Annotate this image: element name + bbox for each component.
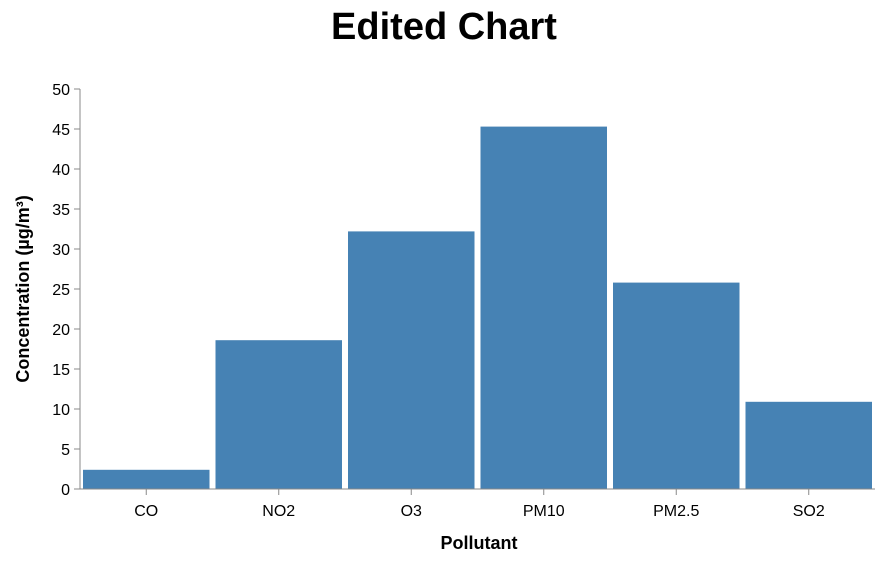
y-axis: 0 5 10 15 20 25 30 35 40 45 50 [52,82,81,499]
bar-so2 [745,401,872,489]
bars-group [83,126,872,489]
x-tick-label: CO [134,503,158,520]
y-tick-label: 5 [61,442,70,459]
x-tick-label: SO2 [793,503,825,520]
x-tick-label: PM10 [523,503,565,520]
y-tick-label: 15 [52,362,70,379]
y-tick-label: 0 [61,482,70,499]
y-tick-label: 10 [52,402,70,419]
x-tick-label: NO2 [262,503,295,520]
y-tick-label: 30 [52,242,70,259]
bar-co [83,469,210,489]
bar-o3 [348,231,475,489]
y-axis-title: Concentration (µg/m³) [13,195,33,382]
x-axis: CO NO2 O3 PM10 PM2.5 SO2 [80,488,875,520]
bar-pm10 [480,126,607,489]
y-tick-label: 40 [52,162,70,179]
bar-no2 [215,340,342,489]
y-tick-label: 45 [52,122,70,139]
y-tick-label: 25 [52,282,70,299]
y-tick-label: 20 [52,322,70,339]
bar-pm25 [613,282,740,489]
chart-title: Edited Chart [331,6,557,48]
x-tick-label: O3 [401,503,422,520]
x-tick-label: PM2.5 [653,503,699,520]
x-axis-title: Pollutant [441,533,518,553]
y-tick-label: 35 [52,202,70,219]
y-tick-label: 50 [52,82,70,99]
